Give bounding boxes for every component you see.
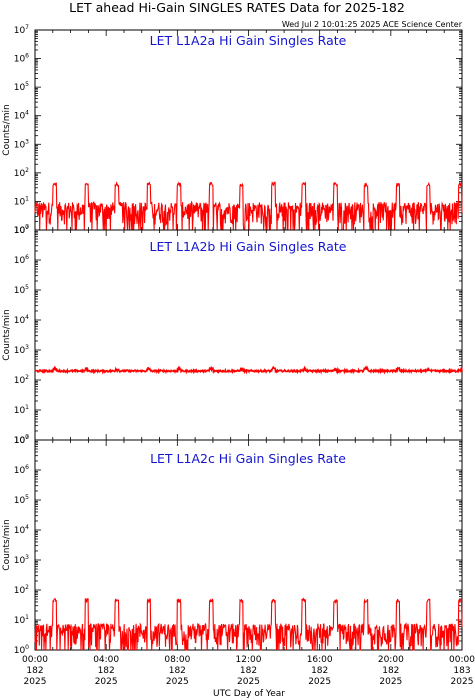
svg-text:2025: 2025 <box>379 677 402 687</box>
y-tick-label: 105 <box>14 494 29 506</box>
y-tick-label: 106 <box>14 254 29 266</box>
panel-title: LET L1A2a Hi Gain Singles Rate <box>150 33 347 48</box>
y-tick-label: 107 <box>14 24 29 36</box>
y-tick-label: 102 <box>14 167 29 179</box>
y-tick-label: 100 <box>14 224 29 236</box>
svg-text:2025: 2025 <box>451 677 474 687</box>
y-tick-label: 101 <box>14 404 29 416</box>
svg-text:20:00: 20:00 <box>378 655 404 665</box>
y-tick-label: 100 <box>14 434 29 446</box>
y-tick-label: 106 <box>14 464 29 476</box>
svg-text:182: 182 <box>240 666 257 676</box>
y-tick-label: 107 <box>14 434 29 446</box>
panel-2: 100 101 102 103 104 105 106 107 Counts/min LET L1… <box>2 224 463 446</box>
panel-3: 100 101 102 103 104 105 106 107 Counts/min LET L1… <box>2 434 463 656</box>
svg-text:183: 183 <box>453 666 470 676</box>
figure-title: LET ahead Hi-Gain SINGLES RATES Data for… <box>69 0 405 15</box>
svg-text:182: 182 <box>26 666 43 676</box>
svg-text:00:00: 00:00 <box>22 655 48 665</box>
y-tick-label: 102 <box>14 374 29 386</box>
y-axis-label: Counts/min <box>2 309 12 360</box>
svg-text:16:00: 16:00 <box>307 655 333 665</box>
y-tick-label: 101 <box>14 614 29 626</box>
x-axis: 00:00182202504:00182202508:00182202512:0… <box>22 655 475 687</box>
y-tick-label: 100 <box>14 644 29 656</box>
svg-text:2025: 2025 <box>95 677 118 687</box>
panel-frame <box>34 29 463 231</box>
panel-frame <box>34 229 463 441</box>
y-tick-label: 103 <box>14 554 29 566</box>
svg-text:00:00: 00:00 <box>449 655 475 665</box>
svg-text:2025: 2025 <box>237 677 260 687</box>
y-tick-label: 103 <box>14 344 29 356</box>
svg-text:182: 182 <box>169 666 186 676</box>
panel-frame <box>34 439 463 651</box>
svg-text:2025: 2025 <box>166 677 189 687</box>
y-tick-label: 104 <box>14 524 29 536</box>
svg-text:182: 182 <box>311 666 328 676</box>
svg-text:182: 182 <box>98 666 115 676</box>
series-line <box>34 597 463 651</box>
svg-text:04:00: 04:00 <box>93 655 119 665</box>
y-axis-label: Counts/min <box>2 519 12 570</box>
panel-1: 100 101 102 103 104 105 106 107 Counts/min LET L1… <box>2 24 463 236</box>
y-tick-label: 101 <box>14 195 29 207</box>
y-tick-label: 105 <box>14 81 29 93</box>
y-axis-label: Counts/min <box>2 104 12 155</box>
svg-text:2025: 2025 <box>308 677 331 687</box>
x-axis-label: UTC Day of Year <box>213 689 285 699</box>
y-tick-label: 106 <box>14 53 29 65</box>
figure-subtitle: Wed Jul 2 10:01:25 2025 ACE Science Cent… <box>282 20 463 29</box>
svg-text:2025: 2025 <box>24 677 47 687</box>
y-tick-label: 103 <box>14 138 29 150</box>
y-tick-label: 105 <box>14 284 29 296</box>
y-tick-label: 104 <box>14 314 29 326</box>
series-line <box>34 365 463 375</box>
panel-title: LET L1A2c Hi Gain Singles Rate <box>150 451 346 466</box>
y-tick-label: 104 <box>14 110 29 122</box>
y-tick-label: 107 <box>14 224 29 236</box>
series-line <box>34 180 463 231</box>
panel-title: LET L1A2b Hi Gain Singles Rate <box>150 239 347 254</box>
svg-text:08:00: 08:00 <box>164 655 190 665</box>
panels: 100 101 102 103 104 105 106 107 Counts/min LET L1… <box>2 24 463 656</box>
svg-text:12:00: 12:00 <box>236 655 262 665</box>
y-tick-label: 102 <box>14 584 29 596</box>
svg-text:182: 182 <box>382 666 399 676</box>
